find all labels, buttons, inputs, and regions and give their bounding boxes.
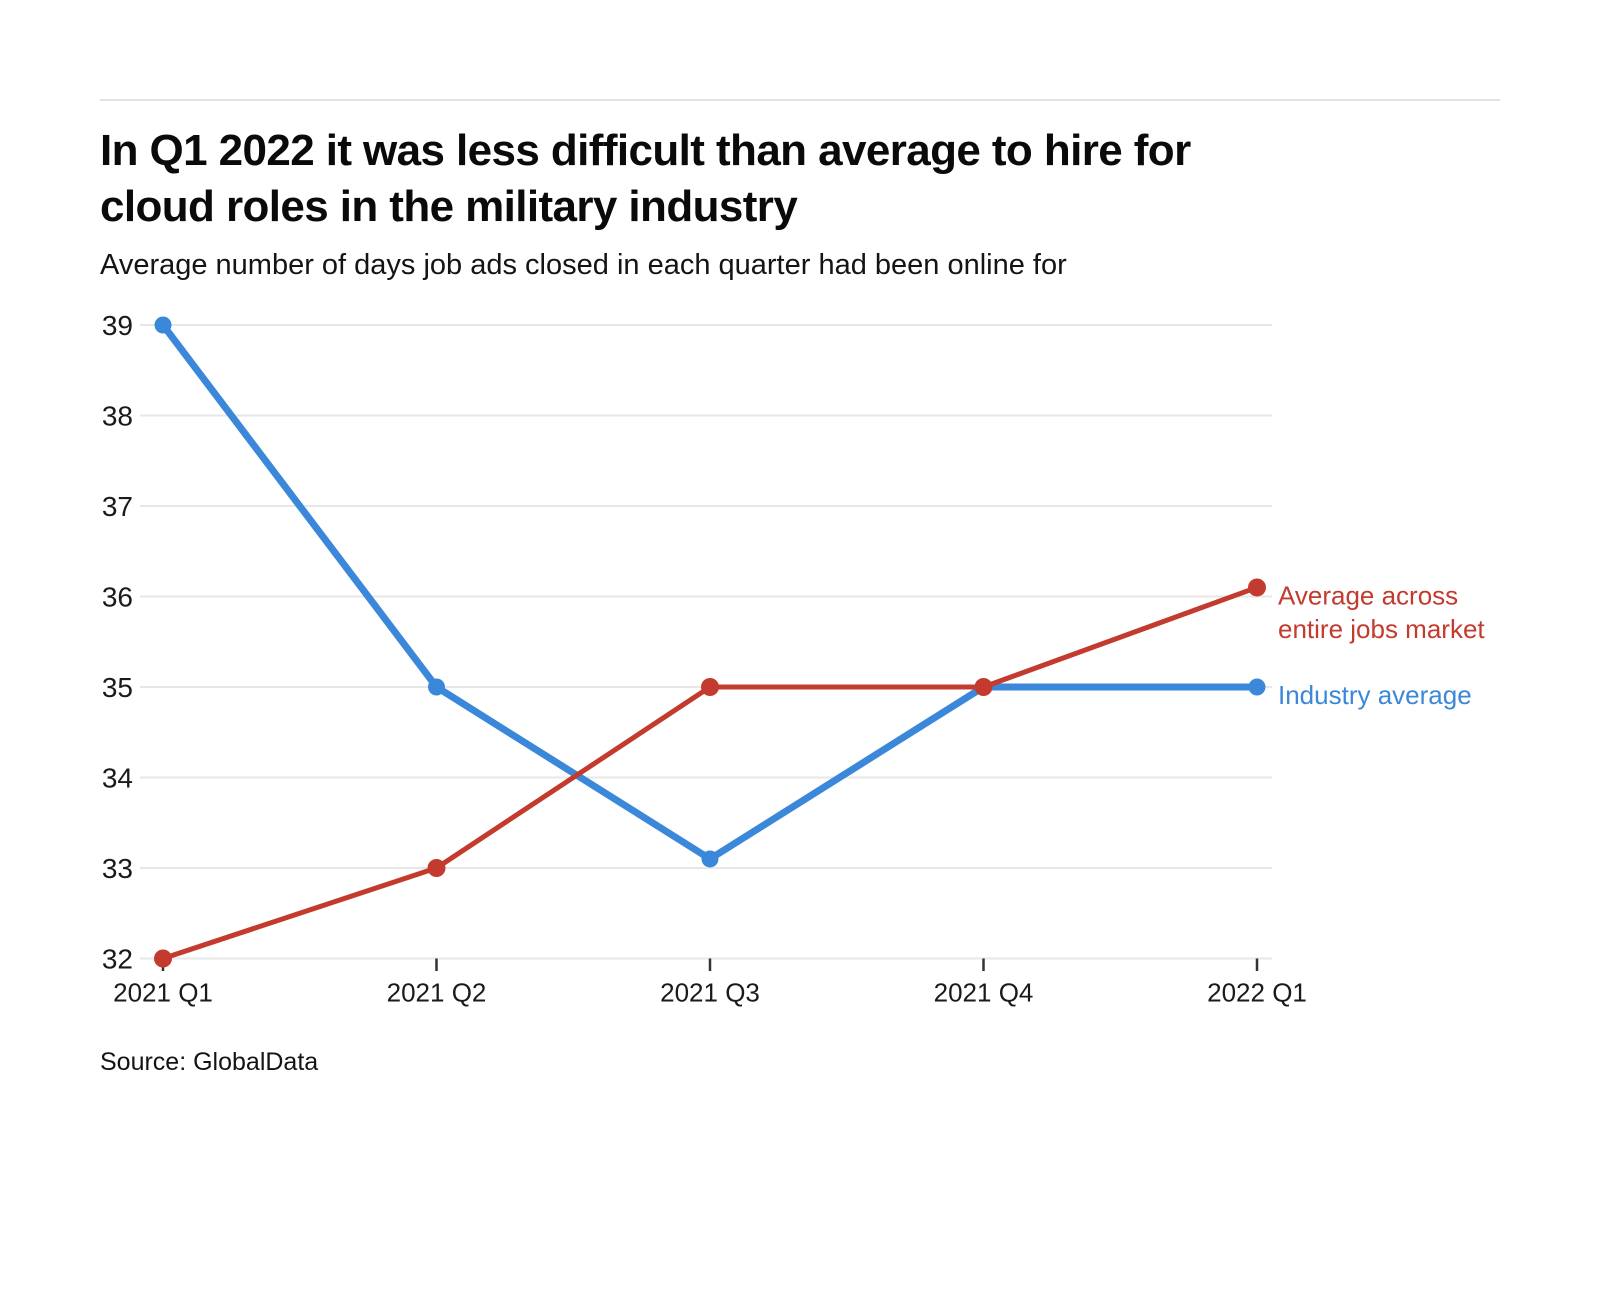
chart-subtitle: Average number of days job ads closed in… (100, 248, 1067, 281)
y-axis-label: 34 (102, 762, 133, 793)
data-point-industry-average (154, 316, 172, 334)
legend-label-average-across-entire-jobs-market: Average across (1278, 580, 1458, 610)
x-axis-group: 2021 Q1 2021 Q2 2021 Q3 2021 Q4 2022 Q1 (113, 958, 1307, 1007)
page-title-line-2: cloud roles in the military industry (100, 181, 798, 231)
data-point-industry-average (1248, 678, 1266, 696)
y-axis-label: 37 (102, 491, 133, 522)
legend-label-average-across-entire-jobs-market: entire jobs market (1278, 614, 1485, 644)
x-axis-label: 2022 Q1 (1207, 977, 1307, 1007)
x-axis-label: 2021 Q4 (934, 977, 1034, 1007)
series-line-average-across-entire-jobs-market (160, 584, 1260, 961)
data-point-average-across-entire-jobs-market (701, 677, 719, 696)
y-axis-label: 38 (102, 400, 133, 431)
y-axis-label: 36 (102, 581, 133, 612)
data-point-average-across-entire-jobs-market (427, 858, 446, 877)
data-point-average-across-entire-jobs-market (1248, 578, 1266, 597)
top-divider (100, 99, 1500, 101)
x-axis-label: 2021 Q2 (387, 977, 487, 1007)
page: In Q1 2022 it was less difficult than av… (0, 99, 1600, 1077)
x-axis-label: 2021 Q1 (113, 977, 213, 1007)
series-industry-average (154, 316, 1266, 868)
x-axis-label: 2021 Q3 (660, 977, 760, 1007)
y-axis-label: 39 (102, 310, 133, 341)
series-average-across-entire-jobs-market (154, 578, 1266, 968)
page-title: In Q1 2022 it was less difficult than av… (100, 123, 1500, 235)
gridlines-group (140, 323, 1272, 960)
series-line-industry-average (159, 321, 1261, 863)
data-point-industry-average (701, 850, 719, 868)
legend-group: Industry average Average across entire job… (1278, 580, 1485, 710)
legend-label-industry-average: Industry average (1278, 680, 1472, 710)
y-axis-label: 35 (102, 672, 133, 703)
source-note: Source: GlobalData (100, 1047, 319, 1076)
data-point-average-across-entire-jobs-market (974, 677, 993, 696)
data-point-industry-average (428, 678, 445, 696)
page-title-line-1: In Q1 2022 it was less difficult than av… (100, 126, 1191, 175)
y-axis-label: 32 (102, 943, 133, 974)
y-axis-label: 33 (102, 853, 133, 884)
data-point-average-across-entire-jobs-market (154, 949, 172, 968)
y-axis-labels-group: 32 33 34 35 36 37 38 39 (102, 310, 133, 975)
